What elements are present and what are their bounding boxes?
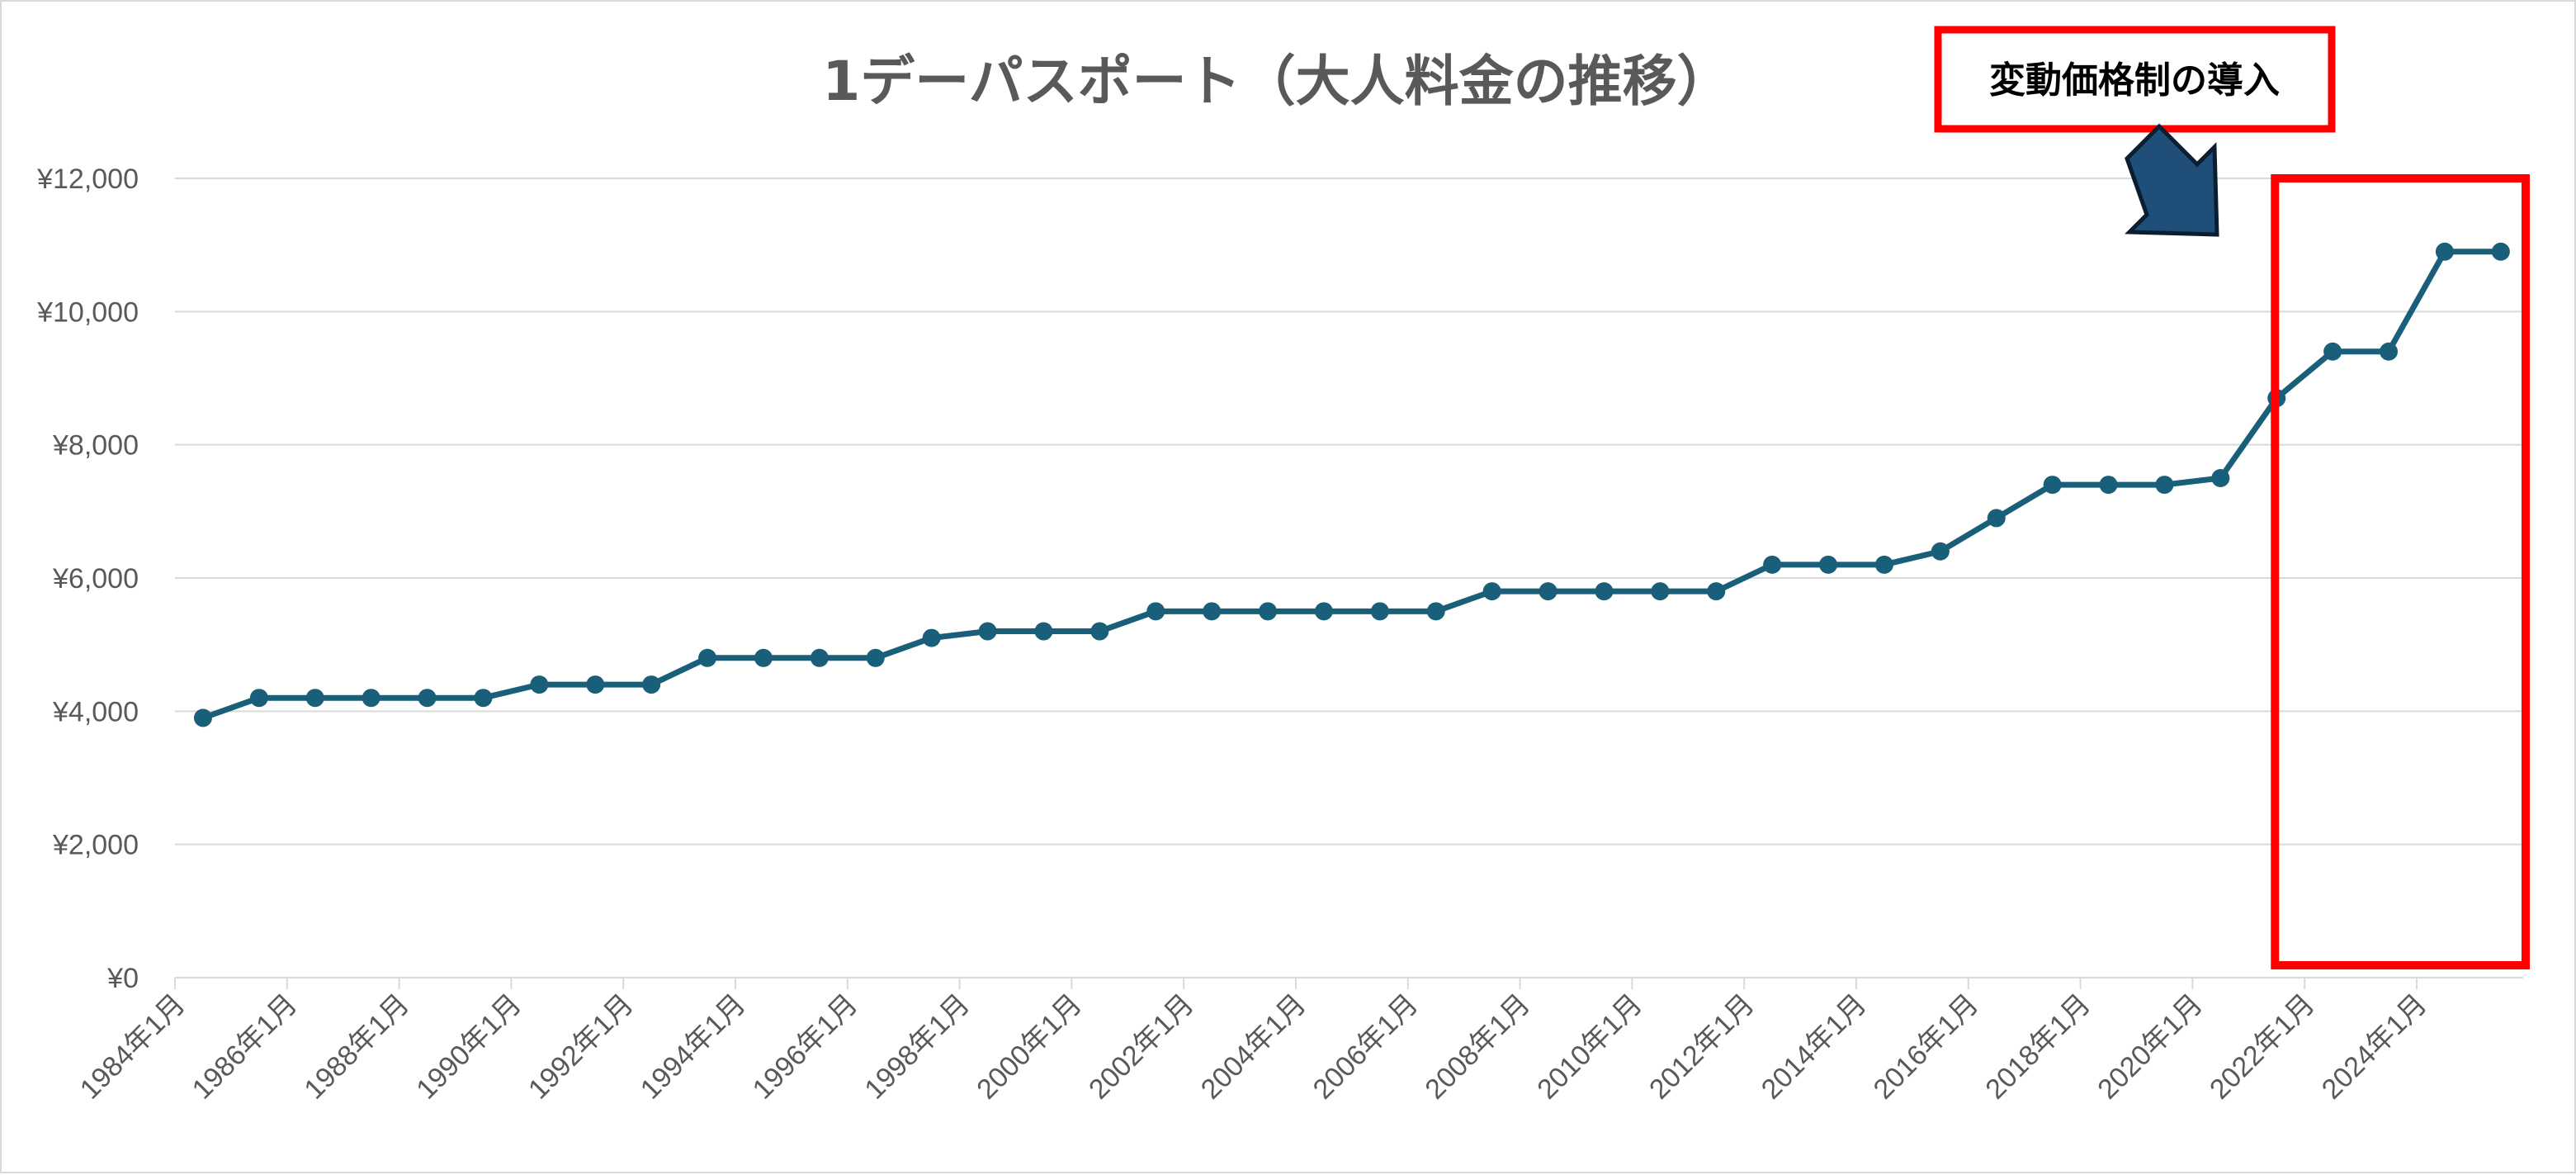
y-tick-label: ¥12,000 — [36, 163, 139, 195]
data-point — [2099, 476, 2118, 495]
data-point — [866, 648, 885, 667]
x-tick-label: 2022年1月 — [2204, 988, 2321, 1106]
data-point — [1651, 582, 1670, 601]
y-tick-label: ¥6,000 — [52, 563, 139, 595]
y-tick-label: ¥8,000 — [52, 430, 139, 462]
data-point — [978, 622, 997, 641]
x-tick-label: 2014年1月 — [1756, 988, 1873, 1106]
data-point — [530, 675, 549, 694]
data-point — [1874, 555, 1893, 574]
data-point — [1763, 555, 1782, 574]
data-point — [2435, 242, 2454, 261]
data-point — [922, 628, 941, 647]
x-tick-label: 2016年1月 — [1868, 988, 1985, 1106]
y-axis-tick-labels: ¥0 ¥2,000 ¥4,000 ¥6,000 ¥8,000 ¥10,000 ¥12,000 — [36, 163, 139, 994]
data-point — [474, 689, 493, 708]
data-point — [1539, 582, 1557, 601]
series-layer — [193, 242, 2510, 727]
data-point — [1146, 602, 1165, 621]
x-tick-label: 1988年1月 — [298, 988, 415, 1106]
data-point — [2491, 242, 2510, 261]
data-point — [1482, 582, 1501, 601]
annotation-layer: 変動価格制の導入 — [1934, 26, 2531, 969]
data-point — [1370, 602, 1389, 621]
y-tick-label: ¥4,000 — [52, 696, 139, 727]
data-point — [754, 648, 773, 667]
data-point — [1314, 602, 1333, 621]
x-tick-label: 1996年1月 — [747, 988, 864, 1106]
y-tick-label: ¥0 — [106, 963, 139, 994]
y-tick-label: ¥10,000 — [36, 296, 139, 328]
x-tick-label: 2006年1月 — [1307, 988, 1425, 1106]
annotation-arrow — [2125, 123, 2219, 237]
data-point — [1931, 542, 1950, 561]
x-axis-tick-labels: 1984年1月1986年1月1988年1月1990年1月1992年1月1994年… — [74, 988, 2433, 1106]
data-point — [1259, 602, 1278, 621]
x-tick-label: 2000年1月 — [971, 988, 1088, 1106]
x-tick-label: 2012年1月 — [1643, 988, 1761, 1106]
data-point — [418, 689, 437, 708]
data-point — [1090, 622, 1109, 641]
highlight-box — [2271, 174, 2531, 969]
data-point — [2211, 469, 2230, 487]
x-tick-label: 2010年1月 — [1531, 988, 1648, 1106]
x-tick-label: 1986年1月 — [187, 988, 304, 1106]
x-tick-label: 1992年1月 — [522, 988, 640, 1106]
x-tick-label: 2020年1月 — [2092, 988, 2209, 1106]
data-point — [642, 675, 661, 694]
data-point — [810, 648, 829, 667]
data-point — [1707, 582, 1726, 601]
data-point — [1203, 602, 1222, 621]
data-point — [249, 689, 268, 708]
data-point — [2155, 476, 2174, 495]
data-point — [2323, 342, 2342, 361]
x-tick-label: 2002年1月 — [1083, 988, 1200, 1106]
gridlines — [175, 178, 2523, 846]
x-tick-label: 2024年1月 — [2316, 988, 2433, 1106]
annotation-callout-box — [1934, 26, 2336, 133]
data-point — [1595, 582, 1614, 601]
data-point — [2380, 342, 2399, 361]
x-tick-label: 1990年1月 — [410, 988, 527, 1106]
x-tick-label: 1984年1月 — [74, 988, 191, 1106]
data-point — [362, 689, 380, 708]
data-point — [1819, 555, 1838, 574]
data-point — [1034, 622, 1053, 641]
x-tick-label: 2008年1月 — [1419, 988, 1536, 1106]
x-tick-label: 2018年1月 — [1979, 988, 2096, 1106]
data-point — [586, 675, 605, 694]
data-point — [2043, 476, 2062, 495]
x-axis — [174, 977, 2523, 989]
y-tick-label: ¥2,000 — [52, 830, 139, 861]
series-line — [200, 249, 2504, 721]
x-tick-label: 1994年1月 — [635, 988, 752, 1106]
annotation-callout-text: 変動価格制の導入 — [1989, 59, 2280, 102]
data-point — [1426, 602, 1445, 621]
data-point — [1987, 509, 2006, 528]
data-point — [698, 648, 717, 667]
x-tick-label: 1998年1月 — [858, 988, 976, 1106]
data-point — [193, 708, 212, 727]
chart-title: 1デーパスポート（大人料金の推移） — [822, 50, 1731, 113]
x-tick-label: 2004年1月 — [1195, 988, 1312, 1106]
data-point — [305, 689, 324, 708]
